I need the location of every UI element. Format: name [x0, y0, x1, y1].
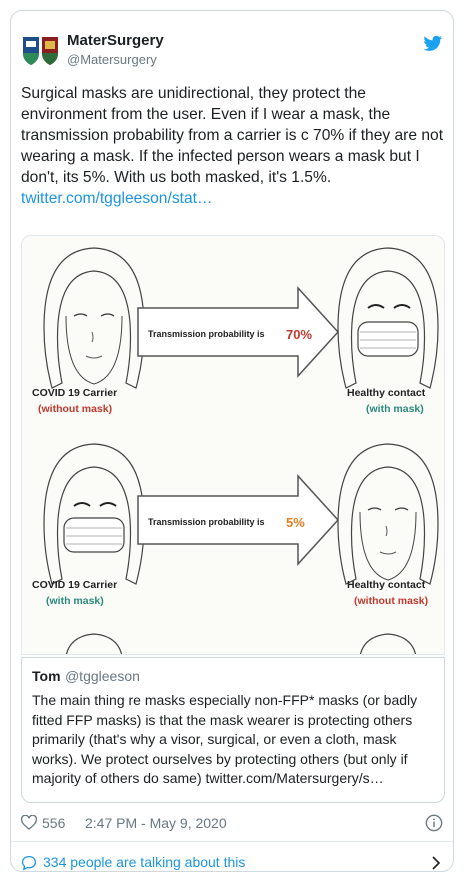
tweet-body: Surgical masks are unidirectional, they …: [21, 83, 445, 209]
arrow-label-1: Transmission probability is: [148, 329, 265, 339]
cropped-face-right: [359, 633, 417, 654]
healthy-face-masked-1: [337, 247, 439, 389]
chat-bubble-icon: [21, 855, 37, 871]
probability-70: 70%: [286, 327, 312, 342]
chevron-right-icon[interactable]: [431, 856, 441, 870]
twitter-bird-icon[interactable]: [423, 35, 443, 53]
embedded-tweet-card: MaterSurgery @Matersurgery Surgical mask…: [10, 10, 454, 872]
tweet-timestamp[interactable]: 2:47 PM - May 9, 2020: [85, 815, 227, 831]
healthy-face-unmasked-2: [337, 443, 439, 585]
carrier-face-masked-2: [43, 443, 145, 585]
tweet-header: MaterSurgery @Matersurgery: [21, 31, 445, 71]
avatar[interactable]: [21, 33, 61, 69]
tweet-text: Surgical masks are unidirectional, they …: [21, 85, 444, 186]
right-title-1: Healthy contact: [347, 387, 426, 399]
tweet-footer: 556 2:47 PM - May 9, 2020: [21, 809, 445, 839]
footer-divider: [11, 841, 453, 842]
like-count[interactable]: 556: [42, 815, 66, 831]
quoted-tweet-text: The main thing re masks especially non-F…: [32, 692, 418, 786]
left-title-2: COVID 19 Carrier: [32, 579, 117, 591]
talking-about-text[interactable]: 334 people are talking about this: [43, 854, 246, 870]
tweet-link[interactable]: twitter.com/tggleeson/stat…: [21, 190, 213, 207]
carrier-face-unmasked-1: [43, 247, 145, 389]
arrow-5: [137, 474, 340, 566]
quoted-tweet[interactable]: Tom @tggleeson The main thing re masks e…: [21, 657, 445, 803]
quoted-handle[interactable]: @tggleeson: [64, 668, 140, 684]
arrow-label-2: Transmission probability is: [148, 517, 265, 527]
right-sub-1: (with mask): [366, 403, 424, 415]
probability-5: 5%: [286, 515, 305, 530]
avatar-logo: [23, 37, 58, 65]
info-icon[interactable]: [425, 814, 443, 832]
right-title-2: Healthy contact: [347, 579, 426, 591]
quoted-display-name[interactable]: Tom: [32, 668, 61, 684]
display-name[interactable]: MaterSurgery: [67, 32, 164, 49]
tweet-media-image[interactable]: Transmission probability is 70% COVID 19…: [21, 235, 445, 655]
quoted-tweet-header: Tom @tggleeson: [32, 668, 434, 686]
arrow-70: [137, 286, 340, 378]
mask-infographic: Transmission probability is 70% COVID 19…: [32, 247, 439, 654]
user-handle[interactable]: @Matersurgery: [67, 52, 157, 67]
cropped-face-left: [65, 633, 123, 654]
left-sub-1: (without mask): [38, 403, 112, 415]
heart-icon[interactable]: [21, 815, 37, 830]
left-sub-2: (with mask): [46, 595, 104, 607]
conversation-link[interactable]: 334 people are talking about this: [21, 851, 445, 871]
right-sub-2: (without mask): [354, 595, 428, 607]
left-title-1: COVID 19 Carrier: [32, 387, 117, 399]
